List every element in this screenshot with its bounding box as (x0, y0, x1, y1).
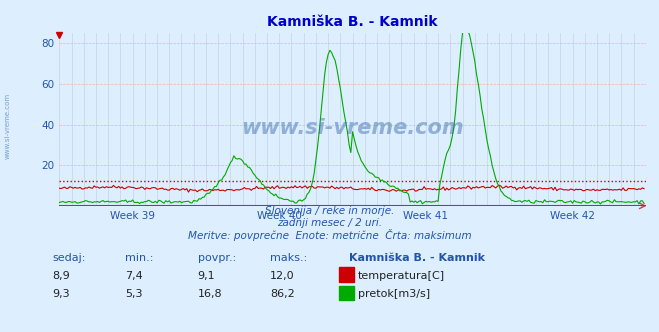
Text: povpr.:: povpr.: (198, 253, 236, 263)
Title: Kamniška B. - Kamnik: Kamniška B. - Kamnik (268, 15, 438, 29)
Text: maks.:: maks.: (270, 253, 308, 263)
Text: min.:: min.: (125, 253, 154, 263)
Text: 9,3: 9,3 (53, 289, 71, 299)
Text: temperatura[C]: temperatura[C] (358, 271, 445, 281)
Text: Meritve: povprečne  Enote: metrične  Črta: maksimum: Meritve: povprečne Enote: metrične Črta:… (188, 229, 471, 241)
Text: pretok[m3/s]: pretok[m3/s] (358, 289, 430, 299)
Text: 12,0: 12,0 (270, 271, 295, 281)
Text: www.si-vreme.com: www.si-vreme.com (5, 93, 11, 159)
Text: www.si-vreme.com: www.si-vreme.com (241, 118, 464, 138)
Text: Kamniška B. - Kamnik: Kamniška B. - Kamnik (349, 253, 485, 263)
Text: zadnji mesec / 2 uri.: zadnji mesec / 2 uri. (277, 218, 382, 228)
Text: 16,8: 16,8 (198, 289, 222, 299)
Text: 8,9: 8,9 (53, 271, 71, 281)
Text: 9,1: 9,1 (198, 271, 215, 281)
Text: 7,4: 7,4 (125, 271, 143, 281)
Text: 86,2: 86,2 (270, 289, 295, 299)
Text: Slovenija / reke in morje.: Slovenija / reke in morje. (265, 206, 394, 216)
Text: sedaj:: sedaj: (53, 253, 86, 263)
Text: 5,3: 5,3 (125, 289, 143, 299)
